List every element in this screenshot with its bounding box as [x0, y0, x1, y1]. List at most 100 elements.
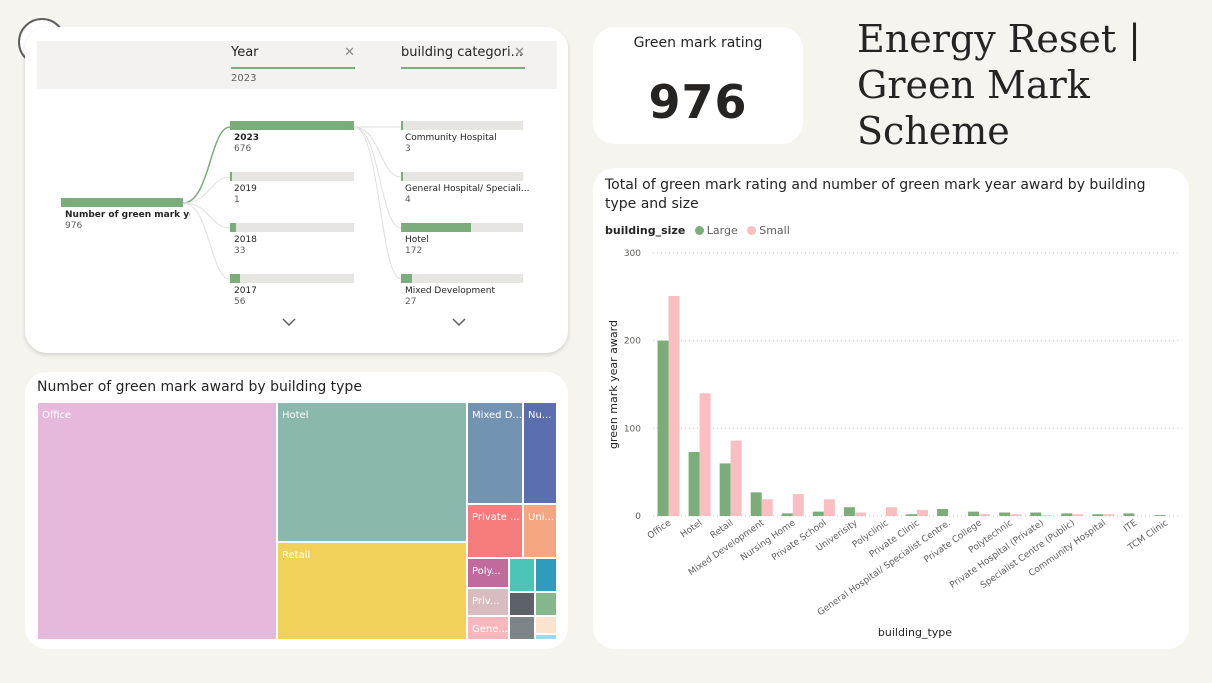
bar-small[interactable]	[823, 499, 835, 516]
treemap-cell[interactable]: Private ...	[467, 504, 523, 558]
close-icon[interactable]: ✕	[514, 45, 525, 60]
treemap-cell-label: Nu...	[528, 410, 552, 421]
bar-large[interactable]	[1030, 512, 1042, 516]
tree-root-bar[interactable]	[61, 198, 183, 207]
tree-year-node-fill	[230, 274, 241, 283]
treemap-cell[interactable]: Priv...	[467, 588, 509, 616]
bar-large[interactable]	[1123, 513, 1135, 516]
legend-swatch-small	[747, 226, 757, 235]
bar-small[interactable]	[761, 499, 773, 516]
y-axis-label: green mark year award	[607, 320, 620, 449]
tree-category-node-bar[interactable]	[401, 223, 523, 232]
year-slicer-value: 2023	[231, 73, 257, 84]
treemap-cell[interactable]	[509, 616, 535, 640]
legend-item-small[interactable]: Small	[759, 224, 790, 237]
bar-large[interactable]	[1154, 515, 1166, 516]
bar-large[interactable]	[657, 340, 669, 516]
year-slicer[interactable]: Year ✕ 2023	[231, 45, 355, 84]
tree-year-node-bar[interactable]	[230, 274, 354, 283]
treemap-cell[interactable]	[509, 592, 535, 616]
legend-title: building_size	[605, 224, 686, 237]
bar-small[interactable]	[1072, 514, 1084, 516]
bar-small[interactable]	[668, 295, 680, 516]
bar-large[interactable]	[1061, 513, 1073, 516]
kpi-card: Green mark rating 976	[593, 27, 803, 144]
tree-year-node-bar[interactable]	[230, 172, 354, 181]
x-tick-label: Private School	[770, 518, 828, 563]
tree-category-node-value: 27	[405, 297, 417, 307]
tree-category-node-fill	[401, 274, 412, 283]
bar-small[interactable]	[1010, 514, 1022, 516]
tree-category-node-bar[interactable]	[401, 172, 523, 181]
treemap-cell[interactable]: Mixed D...	[467, 402, 523, 504]
treemap-cell-label: Poly...	[472, 566, 501, 577]
treemap-cell-label: Priv...	[472, 596, 500, 607]
bar-small[interactable]	[699, 393, 711, 516]
tree-year-node-bar[interactable]	[230, 223, 354, 232]
bar-large[interactable]	[937, 508, 949, 516]
bar-small[interactable]	[979, 514, 991, 516]
treemap-cell[interactable]: Gene...	[467, 616, 509, 640]
bar-large[interactable]	[843, 507, 855, 516]
close-icon[interactable]: ✕	[344, 45, 355, 60]
y-tick-label: 300	[624, 249, 641, 259]
chart-legend: building_size Large Small	[605, 224, 790, 237]
tree-root-label: Number of green mark ye...	[65, 210, 190, 220]
tree-category-node-fill	[401, 172, 403, 181]
treemap-cell[interactable]: Hotel	[277, 402, 467, 542]
bar-large[interactable]	[1092, 514, 1104, 516]
tree-year-node-label: 2017	[234, 286, 257, 296]
treemap-cell[interactable]	[509, 558, 535, 592]
treemap-cell[interactable]	[535, 558, 557, 592]
bar-large[interactable]	[719, 463, 731, 516]
bar-small[interactable]	[792, 494, 804, 516]
bar-small[interactable]	[730, 440, 742, 516]
tree-year-node-label: 2019	[234, 184, 257, 194]
bar-large[interactable]	[968, 511, 980, 516]
tree-category-node-fill	[401, 223, 471, 232]
tree-category-node-bar[interactable]	[401, 274, 523, 283]
kpi-value: 976	[648, 75, 748, 129]
bar-large[interactable]	[781, 513, 793, 516]
treemap-cell-label: Office	[42, 410, 72, 421]
kpi-label: Green mark rating	[633, 35, 763, 51]
bar-small[interactable]	[1103, 514, 1115, 516]
x-tick-label: Nursing Home	[739, 518, 798, 563]
bar-large[interactable]	[812, 511, 824, 516]
tree-year-node-fill	[230, 121, 354, 130]
bar-small[interactable]	[917, 509, 928, 516]
tree-category-node-label: Community Hospital	[405, 133, 497, 143]
y-tick-label: 100	[624, 424, 641, 434]
tree-root-fill	[61, 198, 183, 207]
tree-category-node-bar[interactable]	[401, 121, 523, 130]
tree-year-node-value: 1	[234, 195, 240, 205]
treemap-cell[interactable]: Poly...	[467, 558, 509, 588]
bar-chart-svg: 0 100 200 300 green mark year award Office Hot…	[607, 249, 1181, 639]
treemap-title: Number of green mark award by building t…	[37, 379, 362, 395]
treemap-cell[interactable]: Nu...	[523, 402, 557, 504]
treemap-cell-label: Private ...	[472, 512, 520, 523]
legend-item-large[interactable]: Large	[706, 224, 738, 237]
chevron-down-icon[interactable]	[282, 315, 296, 331]
treemap-cell-label: Hotel	[282, 410, 309, 421]
bar-small[interactable]	[1041, 515, 1053, 516]
bar-large[interactable]	[906, 514, 917, 516]
treemap-cell[interactable]	[535, 634, 557, 640]
tree-year-node-bar[interactable]	[230, 121, 354, 130]
treemap-cell[interactable]	[535, 592, 557, 616]
building-category-slicer[interactable]: building categori... ✕	[401, 45, 525, 69]
bar-large[interactable]	[750, 492, 762, 516]
tree-category-node-value: 172	[405, 246, 423, 256]
chevron-down-icon[interactable]	[452, 315, 466, 331]
treemap-cell[interactable]: Office	[37, 402, 277, 640]
treemap-cell[interactable]: Retail	[277, 542, 467, 640]
treemap-cell[interactable]	[535, 616, 557, 634]
treemap-cell[interactable]: Uni...	[523, 504, 557, 558]
bar-large[interactable]	[999, 512, 1011, 516]
bar-small[interactable]	[854, 512, 866, 516]
tree-year-node-value: 33	[234, 246, 246, 256]
bar-small[interactable]	[885, 507, 897, 516]
tree-year-node-fill	[230, 172, 232, 181]
treemap-cell-label: Uni...	[528, 512, 554, 523]
bar-large[interactable]	[688, 452, 700, 516]
